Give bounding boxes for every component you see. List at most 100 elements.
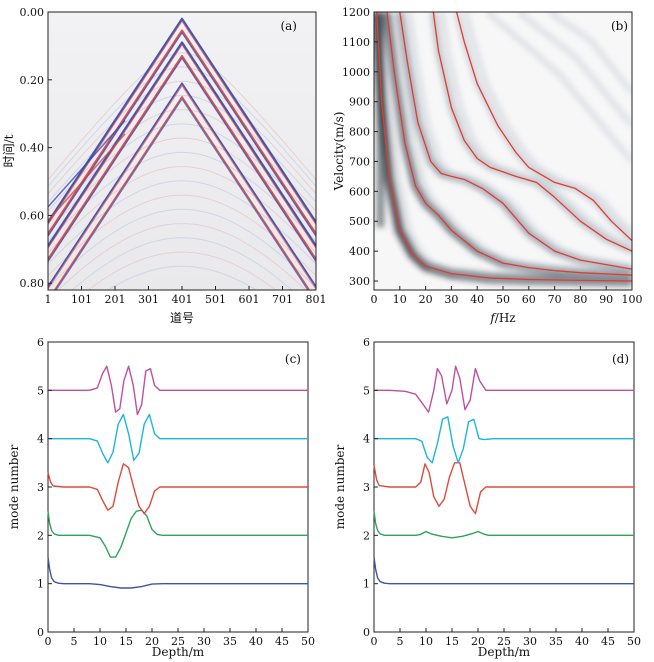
y-tick-label: 0 [363, 626, 370, 639]
wavefront-sidelobe-5 [55, 98, 309, 290]
x-tick-label: 5 [397, 635, 404, 648]
energy-echo-4 [462, 12, 632, 237]
panel-c-lines [47, 365, 308, 589]
faint-band-0 [485, 12, 632, 164]
energy-echo-3 [439, 12, 632, 251]
panel-d-xlabel: Depth/m [478, 645, 531, 659]
x-tick-label: 20 [145, 635, 159, 648]
y-tick-label: 0.20 [20, 74, 45, 87]
y-tick-label: 600 [349, 185, 370, 198]
x-tick-label: 100 [622, 293, 643, 306]
scatter-hyperbola [48, 66, 316, 187]
scatter-hyperbola [107, 265, 257, 290]
x-tick-label: 10 [93, 635, 107, 648]
wavefront-sidelobe-2 [48, 44, 316, 249]
scatter-hyperbola [57, 223, 307, 290]
panel-b-ylabel: Velocity(m/s) [332, 112, 346, 192]
y-tick-label: 1 [363, 578, 370, 591]
dispersion-curve-4 [455, 12, 632, 242]
x-tick-label: 35 [549, 635, 563, 648]
mode-line-1 [47, 557, 308, 589]
wavefront-1 [48, 29, 316, 235]
dispersion-curve-1 [386, 12, 632, 276]
x-tick-label: 801 [306, 293, 327, 306]
scatter-hyperbola [48, 52, 316, 181]
dispersion-curve-0 [375, 12, 632, 282]
wavefront-sidelobe-3 [48, 57, 316, 263]
x-tick-label: 10 [393, 293, 407, 306]
wavefront-0 [48, 17, 316, 223]
y-tick-label: 0 [37, 626, 44, 639]
x-tick-label: 80 [573, 293, 587, 306]
panel-a-wavefield [48, 17, 316, 290]
panel-b-xlabel: f/Hz [489, 311, 515, 325]
x-tick-label: 40 [470, 293, 484, 306]
y-tick-label: 800 [349, 126, 370, 139]
y-tick-label: 2 [363, 529, 370, 542]
panel-d-lines [373, 365, 634, 585]
mode-line-5 [374, 365, 634, 413]
x-tick-label: 10 [419, 635, 433, 648]
dispersion-curve-2 [399, 12, 632, 270]
x-tick-label: 0 [371, 293, 378, 306]
x-tick-label: 0 [45, 635, 52, 648]
panel-b: 0 10 20 30 40 50 60 70 80 90 100 300 400 500 600 700 800… [332, 6, 643, 325]
x-tick-label: 90 [599, 293, 613, 306]
dispersion-curve-3 [432, 12, 632, 252]
panel-c-label: (c) [285, 352, 301, 366]
x-tick-label: 45 [275, 635, 289, 648]
mode-line-4 [48, 413, 308, 464]
x-tick-label: 30 [523, 635, 537, 648]
y-tick-label: 900 [349, 96, 370, 109]
x-tick-label: 20 [471, 635, 485, 648]
scatter-hyperbola [48, 80, 316, 195]
x-tick-label: 60 [522, 293, 536, 306]
wavefront-2 [48, 41, 316, 247]
y-tick-label: 1 [37, 578, 44, 591]
panel-a-xlabel: 道号 [170, 311, 194, 325]
y-tick-label: 0.80 [20, 277, 45, 290]
energy-echo-1 [392, 12, 632, 278]
y-tick-label: 1100 [342, 36, 370, 49]
x-tick-label: 401 [172, 293, 193, 306]
y-tick-label: 0.00 [20, 6, 45, 19]
y-tick-label: 3 [363, 481, 370, 494]
x-tick-label: 70 [548, 293, 562, 306]
panel-d-label: (d) [612, 352, 629, 366]
scatter-hyperbola [48, 123, 316, 222]
y-tick-label: 0.60 [20, 209, 45, 222]
y-tick-label: 4 [37, 433, 44, 446]
x-tick-label: 15 [119, 635, 133, 648]
y-tick-label: 2 [37, 529, 44, 542]
x-tick-label: 15 [445, 635, 459, 648]
scatter-hyperbola [48, 109, 316, 212]
secondary-arrival [48, 133, 126, 221]
panel-d-ylabel: mode number [333, 444, 347, 529]
panel-a-ylabel: 时间/t [2, 134, 16, 167]
x-tick-label: 301 [138, 293, 159, 306]
x-tick-label: 25 [171, 635, 185, 648]
y-tick-label: 1000 [342, 66, 370, 79]
secondary-arrival [48, 120, 126, 208]
x-tick-label: 40 [249, 635, 263, 648]
mode-line-4 [374, 416, 634, 464]
y-tick-label: 6 [363, 336, 370, 349]
panel-c-ylabel: mode number [7, 444, 21, 529]
y-tick-label: 5 [363, 384, 370, 397]
wavefront-sidelobe-1 [48, 32, 316, 237]
x-tick-label: 50 [301, 635, 315, 648]
mode-line-2 [47, 509, 308, 558]
x-tick-label: 1 [45, 293, 52, 306]
panel-b-label: (b) [611, 19, 628, 33]
low-frequency-energy [376, 12, 385, 228]
y-tick-label: 300 [349, 275, 370, 288]
y-tick-label: 400 [349, 245, 370, 258]
x-tick-label: 30 [197, 635, 211, 648]
mode-line-3 [373, 462, 634, 515]
mode-line-2 [373, 511, 634, 539]
scatter-hyperbola [48, 151, 316, 242]
x-tick-label: 101 [71, 293, 92, 306]
y-tick-label: 5 [37, 384, 44, 397]
